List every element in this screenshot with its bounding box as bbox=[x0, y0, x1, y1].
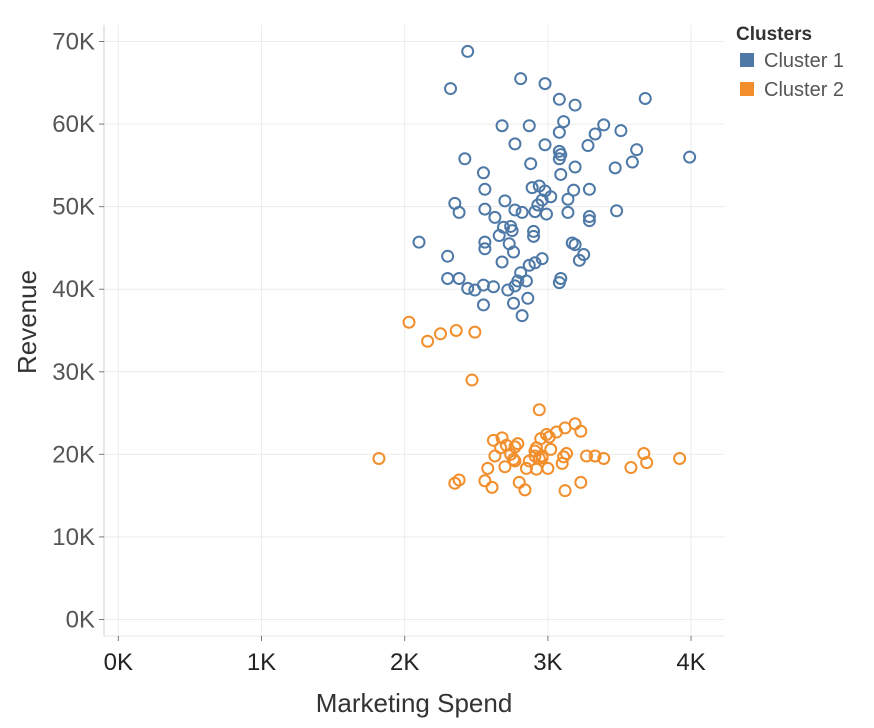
point-cluster-2 bbox=[469, 327, 480, 338]
y-axis-title: Revenue bbox=[12, 270, 42, 374]
point-cluster-1 bbox=[522, 293, 533, 304]
point-cluster-1 bbox=[478, 299, 489, 310]
point-cluster-2 bbox=[466, 375, 477, 386]
x-tick-label: 2K bbox=[390, 649, 419, 676]
point-cluster-2 bbox=[519, 484, 530, 495]
point-cluster-1 bbox=[562, 207, 573, 218]
point-cluster-1 bbox=[508, 298, 519, 309]
point-cluster-2 bbox=[575, 426, 586, 437]
point-cluster-2 bbox=[451, 325, 462, 336]
point-cluster-1 bbox=[509, 138, 520, 149]
point-cluster-1 bbox=[562, 194, 573, 205]
legend-swatch-cluster-1 bbox=[740, 53, 754, 67]
point-cluster-2 bbox=[534, 404, 545, 415]
point-cluster-1 bbox=[598, 119, 609, 130]
legend-label-cluster-1: Cluster 1 bbox=[764, 50, 844, 72]
legend-swatch-cluster-2 bbox=[740, 82, 754, 96]
point-cluster-1 bbox=[479, 204, 490, 215]
point-cluster-2 bbox=[499, 461, 510, 472]
x-axis-title: Marketing Spend bbox=[316, 688, 513, 718]
x-tick-label: 4K bbox=[676, 649, 705, 676]
point-cluster-1 bbox=[640, 93, 651, 104]
point-cluster-1 bbox=[462, 46, 473, 57]
point-cluster-1 bbox=[509, 204, 520, 215]
point-cluster-2 bbox=[422, 336, 433, 347]
y-tick-label: 30K bbox=[52, 359, 95, 386]
point-cluster-1 bbox=[524, 120, 535, 131]
legend: Clusters Cluster 1 Cluster 2 bbox=[736, 24, 844, 101]
point-cluster-1 bbox=[590, 128, 601, 139]
y-tick-label: 60K bbox=[52, 111, 95, 138]
point-cluster-1 bbox=[499, 195, 510, 206]
point-cluster-2 bbox=[435, 328, 446, 339]
point-cluster-1 bbox=[529, 206, 540, 217]
point-cluster-1 bbox=[570, 100, 581, 111]
y-tick-label: 0K bbox=[66, 606, 95, 633]
y-tick-label: 50K bbox=[52, 194, 95, 221]
point-cluster-1 bbox=[459, 153, 470, 164]
point-cluster-1 bbox=[540, 139, 551, 150]
point-cluster-1 bbox=[541, 209, 552, 220]
point-cluster-1 bbox=[454, 273, 465, 284]
legend-title: Clusters bbox=[736, 24, 812, 45]
point-cluster-1 bbox=[631, 144, 642, 155]
point-cluster-1 bbox=[515, 73, 526, 84]
point-cluster-2 bbox=[482, 463, 493, 474]
x-tick-label: 3K bbox=[533, 649, 562, 676]
y-tick-label: 20K bbox=[52, 441, 95, 468]
data-points bbox=[373, 46, 695, 496]
point-cluster-1 bbox=[554, 94, 565, 105]
point-cluster-1 bbox=[627, 157, 638, 168]
point-cluster-1 bbox=[525, 158, 536, 169]
y-tick-label: 40K bbox=[52, 276, 95, 303]
point-cluster-1 bbox=[540, 78, 551, 89]
point-cluster-1 bbox=[414, 237, 425, 248]
point-cluster-2 bbox=[479, 475, 490, 486]
point-cluster-2 bbox=[512, 438, 523, 449]
point-cluster-2 bbox=[560, 485, 571, 496]
y-tick-label: 70K bbox=[52, 29, 95, 56]
point-cluster-2 bbox=[487, 482, 498, 493]
point-cluster-1 bbox=[479, 243, 490, 254]
legend-label-cluster-2: Cluster 2 bbox=[764, 79, 844, 101]
point-cluster-1 bbox=[615, 125, 626, 136]
y-tick-label: 10K bbox=[52, 524, 95, 551]
point-cluster-1 bbox=[497, 256, 508, 267]
point-cluster-2 bbox=[514, 477, 525, 488]
point-cluster-1 bbox=[478, 167, 489, 178]
point-cluster-1 bbox=[554, 127, 565, 138]
axes bbox=[104, 25, 724, 636]
point-cluster-1 bbox=[570, 162, 581, 173]
x-tick-label: 1K bbox=[247, 649, 276, 676]
point-cluster-1 bbox=[454, 207, 465, 218]
point-cluster-1 bbox=[584, 184, 595, 195]
point-cluster-1 bbox=[489, 212, 500, 223]
y-axis-ticks: 0K 10K 20K 30K 40K 50K 60K 70K bbox=[52, 29, 104, 634]
point-cluster-1 bbox=[497, 120, 508, 131]
point-cluster-1 bbox=[558, 116, 569, 127]
point-cluster-1 bbox=[442, 251, 453, 262]
x-axis-ticks: 0K 1K 2K 3K 4K bbox=[104, 636, 706, 676]
point-cluster-2 bbox=[575, 477, 586, 488]
point-cluster-1 bbox=[517, 310, 528, 321]
x-tick-label: 0K bbox=[104, 649, 133, 676]
point-cluster-1 bbox=[469, 285, 480, 296]
point-cluster-1 bbox=[445, 83, 456, 94]
point-cluster-1 bbox=[610, 162, 621, 173]
point-cluster-2 bbox=[489, 451, 500, 462]
point-cluster-2 bbox=[557, 458, 568, 469]
point-cluster-1 bbox=[582, 140, 593, 151]
point-cluster-1 bbox=[555, 169, 566, 180]
point-cluster-1 bbox=[684, 152, 695, 163]
point-cluster-1 bbox=[517, 207, 528, 218]
grid-lines bbox=[104, 25, 724, 636]
point-cluster-1 bbox=[479, 184, 490, 195]
point-cluster-1 bbox=[442, 273, 453, 284]
point-cluster-2 bbox=[625, 462, 636, 473]
